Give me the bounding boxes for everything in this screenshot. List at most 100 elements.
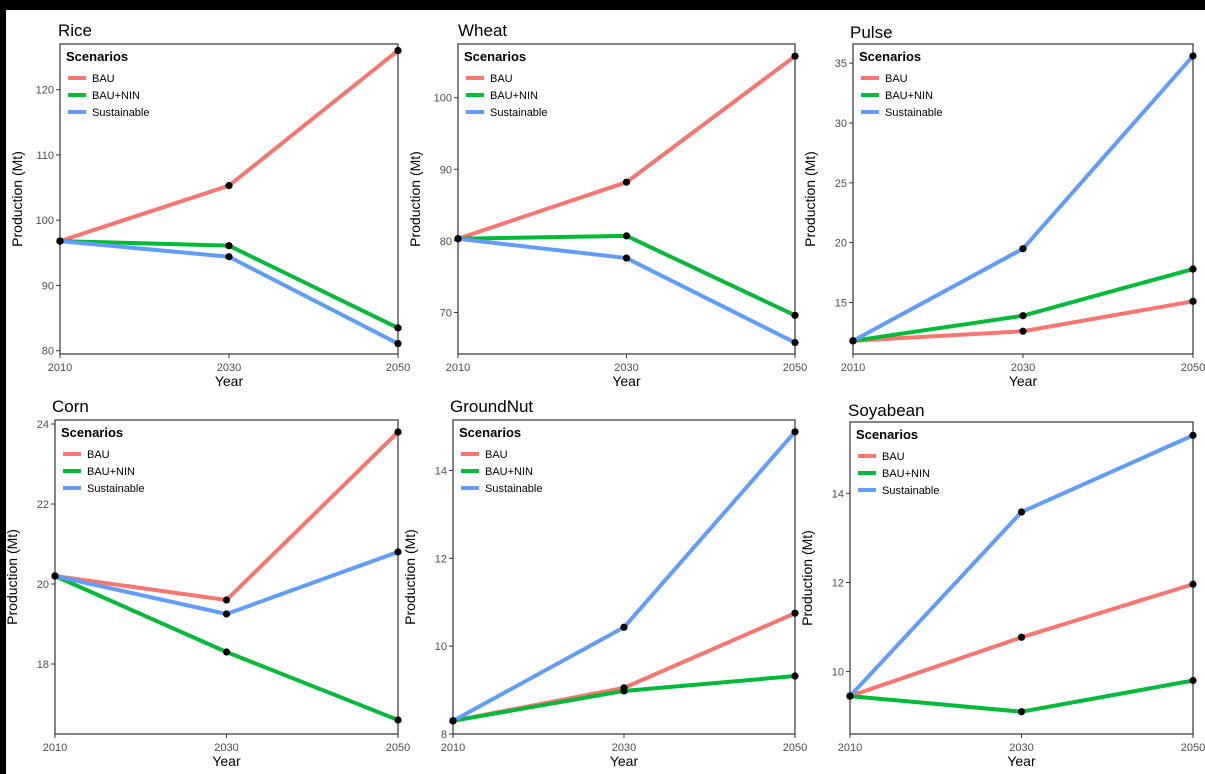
- data-point-bau: [1017, 633, 1026, 641]
- legend-label-bau-nin: BAU+NIN: [485, 466, 533, 478]
- data-point-sustainable: [222, 610, 231, 618]
- legend-title: Scenarios: [464, 49, 526, 64]
- legend-label-bau-nin: BAU+NIN: [87, 466, 135, 478]
- data-point-sustainable: [394, 339, 402, 348]
- panel-wheat: Wheat 70 80 90 100 2010 2030 2050 Year Production…: [407, 21, 807, 389]
- legend-title: Scenarios: [61, 425, 123, 440]
- series-line-bau-nin: [456, 233, 797, 318]
- data-point-bau-nin: [1019, 312, 1027, 320]
- data-point-bau: [791, 52, 799, 60]
- x-axis-label: Year: [612, 373, 641, 389]
- x-tick-label: 2030: [614, 362, 638, 374]
- y-axis-label: Production (Mt): [4, 529, 20, 625]
- data-point-bau-nin: [394, 716, 402, 724]
- y-tick-label: 14: [832, 488, 844, 500]
- y-tick-label: 10: [832, 667, 844, 679]
- x-tick-label: 2030: [217, 362, 241, 374]
- series-line-bau-nin: [848, 678, 1195, 714]
- legend-label-bau: BAU: [92, 73, 115, 85]
- data-point-bau-nin: [1189, 676, 1197, 685]
- y-axis-label: Production (Mt): [407, 151, 423, 247]
- data-point-bau-nin: [394, 324, 402, 332]
- data-point-sustainable: [1017, 508, 1026, 516]
- legend-label-bau: BAU: [885, 73, 908, 85]
- data-point-bau: [225, 182, 233, 190]
- y-tick-label: 30: [835, 118, 847, 130]
- y-tick-label: 20: [37, 579, 49, 591]
- y-tick-label: 100: [434, 93, 452, 105]
- y-tick-label: 12: [435, 553, 447, 565]
- y-tick-label: 14: [435, 466, 447, 478]
- legend-label-sustainable: Sustainable: [882, 485, 940, 497]
- y-tick-label: 90: [42, 280, 54, 292]
- y-axis-label: Production (Mt): [402, 529, 418, 625]
- data-point-sustainable: [51, 572, 59, 580]
- data-point-sustainable: [620, 623, 628, 631]
- x-tick-label: 2050: [783, 742, 807, 754]
- y-tick-label: 15: [835, 298, 847, 310]
- legend-label-sustainable: Sustainable: [92, 107, 150, 119]
- data-point-sustainable: [846, 692, 854, 700]
- data-point-bau: [394, 428, 402, 436]
- data-point-sustainable: [1189, 431, 1197, 439]
- data-point-sustainable: [394, 548, 402, 556]
- x-tick-label: 2010: [48, 362, 72, 374]
- legend-label-sustainable: Sustainable: [885, 107, 943, 119]
- y-tick-label: 100: [36, 215, 54, 227]
- panel-title: GroundNut: [450, 397, 533, 416]
- x-tick-label: 2030: [1009, 742, 1033, 754]
- x-axis-label: Year: [212, 753, 241, 769]
- data-point-bau-nin: [1189, 265, 1197, 273]
- data-point-bau: [1189, 580, 1197, 588]
- x-tick-label: 2050: [386, 742, 410, 754]
- legend: Scenarios BAU BAU+NIN Sustainable: [66, 49, 150, 119]
- data-point-bau-nin: [620, 687, 628, 695]
- panel-title: Wheat: [458, 21, 507, 40]
- legend-title: Scenarios: [859, 49, 921, 64]
- data-point-sustainable: [225, 253, 233, 261]
- y-tick-label: 12: [832, 577, 844, 589]
- x-tick-label: 2050: [1181, 742, 1205, 754]
- data-point-bau-nin: [225, 242, 233, 250]
- legend-label-bau: BAU: [485, 449, 508, 461]
- data-point-sustainable: [791, 428, 799, 436]
- data-point-bau-nin: [222, 648, 231, 656]
- x-tick-label: 2010: [43, 742, 67, 754]
- legend-label-sustainable: Sustainable: [485, 483, 543, 495]
- data-point-bau: [1189, 297, 1197, 305]
- y-axis-label: Production (Mt): [802, 151, 818, 247]
- panel-corn: Corn 18 20 22 24 2010 2030 2050 Year Production (…: [4, 397, 410, 769]
- y-tick-label: 120: [36, 85, 54, 97]
- legend-title: Scenarios: [66, 49, 128, 64]
- panel-title: Pulse: [850, 23, 893, 42]
- legend-title: Scenarios: [856, 427, 918, 442]
- x-tick-label: 2010: [838, 742, 862, 754]
- y-tick-label: 18: [37, 659, 49, 671]
- y-tick-label: 90: [440, 164, 452, 176]
- y-tick-label: 110: [36, 150, 54, 162]
- series-line-bau-nin: [451, 674, 797, 723]
- y-tick-label: 70: [440, 307, 452, 319]
- y-tick-label: 8: [441, 729, 447, 741]
- data-point-bau: [222, 596, 231, 604]
- y-tick-label: 35: [835, 58, 847, 70]
- y-tick-label: 80: [42, 346, 54, 358]
- data-point-sustainable: [1189, 52, 1197, 60]
- x-tick-label: 2010: [841, 362, 865, 374]
- legend-label-sustainable: Sustainable: [87, 483, 145, 495]
- x-tick-label: 2010: [446, 362, 470, 374]
- x-tick-label: 2050: [783, 362, 807, 374]
- y-tick-label: 80: [440, 236, 452, 248]
- x-axis-label: Year: [610, 753, 639, 769]
- panel-pulse: Pulse 15 20 25 30 35 2010 2030 2050 Year Productio…: [802, 23, 1205, 389]
- data-point-bau-nin: [791, 672, 799, 680]
- legend-label-sustainable: Sustainable: [490, 107, 548, 119]
- y-axis-label: Production (Mt): [799, 530, 815, 626]
- y-tick-label: 10: [435, 641, 447, 653]
- x-tick-label: 2030: [1011, 362, 1035, 374]
- panel-soyabean: Soyabean 10 12 14 2010 2030 2050 Year Production…: [799, 401, 1205, 769]
- data-point-sustainable: [849, 337, 857, 345]
- x-tick-label: 2050: [1181, 362, 1205, 374]
- data-point-sustainable: [791, 338, 799, 347]
